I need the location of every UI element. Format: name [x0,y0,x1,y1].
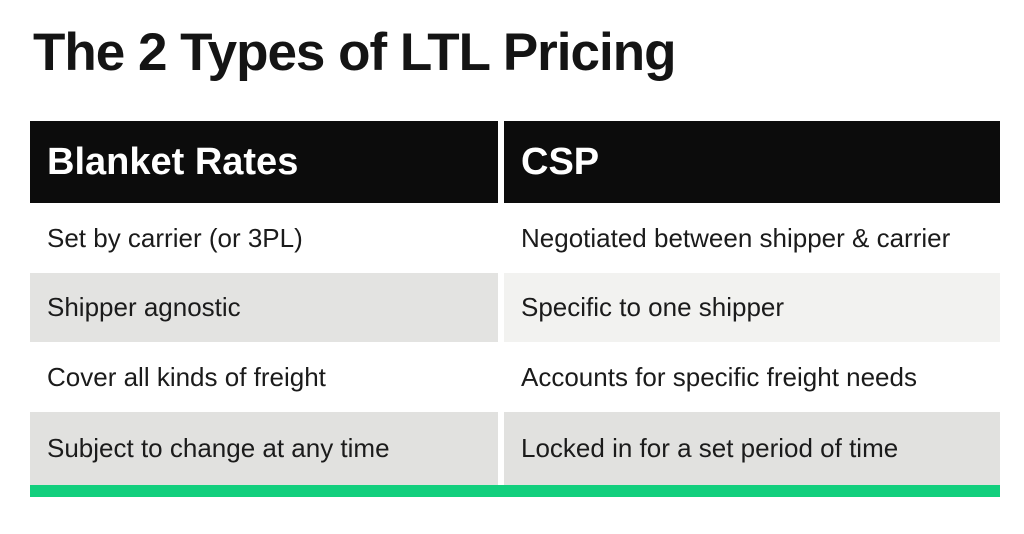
table-row: Set by carrier (or 3PL) Negotiated betwe… [30,203,1000,273]
table-row: Cover all kinds of freight Accounts for … [30,342,1000,412]
accent-bar [30,485,1000,497]
table-header-row: Blanket Rates CSP [30,121,1000,203]
table-cell-csp: Accounts for specific freight needs [521,361,917,392]
comparison-table: Blanket Rates CSP Set by carrier (or 3PL… [30,121,1000,497]
table-cell-csp: Negotiated between shipper & carrier [521,222,951,253]
page-title: The 2 Types of LTL Pricing [33,23,676,82]
table-cell-blanket: Subject to change at any time [30,412,498,485]
table-cell-blanket: Cover all kinds of freight [47,361,326,392]
table-cell-blanket: Set by carrier (or 3PL) [47,222,303,253]
table-cell-blanket: Shipper agnostic [30,273,498,342]
table-row: Shipper agnostic Specific to one shipper [30,273,1000,342]
table-cell-csp: Locked in for a set period of time [504,412,1000,485]
column-header-blanket-rates: Blanket Rates [30,121,498,203]
table-cell-csp: Specific to one shipper [504,273,1000,342]
table-row: Subject to change at any time Locked in … [30,412,1000,485]
column-header-csp: CSP [504,121,1000,203]
